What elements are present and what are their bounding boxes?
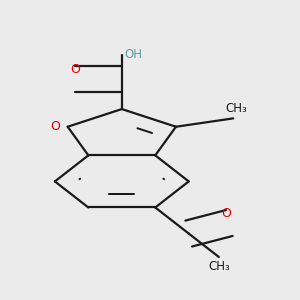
Text: O: O	[50, 120, 60, 133]
Text: CH₃: CH₃	[225, 102, 247, 116]
Text: OH: OH	[125, 48, 143, 62]
Text: O: O	[221, 207, 231, 220]
Text: O: O	[70, 63, 80, 76]
Text: CH₃: CH₃	[208, 260, 230, 273]
